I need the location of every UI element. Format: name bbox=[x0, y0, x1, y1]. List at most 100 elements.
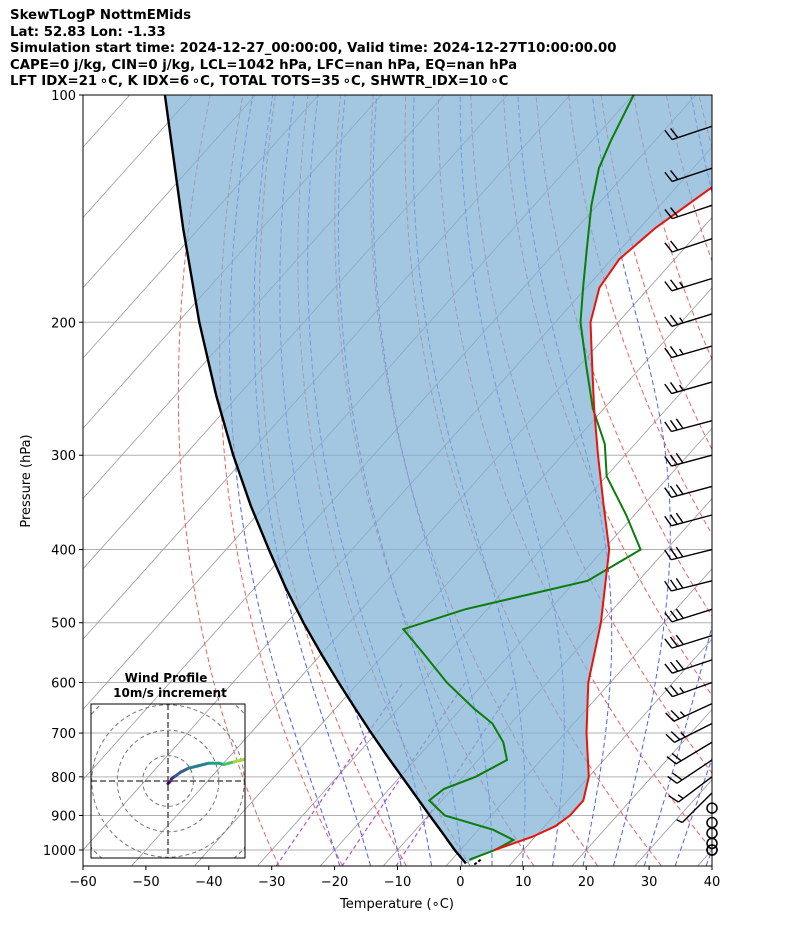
barb-flag bbox=[664, 638, 673, 649]
barb-flag bbox=[669, 610, 679, 621]
barb-staff bbox=[675, 741, 713, 765]
barb-flag bbox=[669, 345, 678, 357]
barb-half-flag bbox=[679, 317, 684, 324]
barb-staff bbox=[671, 313, 713, 327]
chart-title-block: SkewTLogP NottmEMids Lat: 52.83 Lon: -1.… bbox=[10, 8, 617, 91]
y-axis-ticks: 1000 900 800 700 600 500 400 300 200 100 bbox=[43, 89, 83, 859]
y-tick-label: 200 bbox=[51, 316, 76, 331]
barb-flag bbox=[668, 795, 679, 803]
barb-flag bbox=[669, 636, 679, 647]
wind-barb bbox=[664, 313, 713, 327]
cape-shaded-area bbox=[164, 95, 712, 864]
title-line-station: SkewTLogP NottmEMids bbox=[10, 8, 192, 23]
barb-staff bbox=[671, 659, 713, 674]
x-tick-label: 40 bbox=[704, 875, 721, 890]
title-line-indices: LFT IDX=21 ∘C, K IDX=6 ∘C, TOTAL TOTS=35… bbox=[10, 74, 509, 90]
wind-barb bbox=[664, 452, 713, 467]
x-tick-label: −60 bbox=[69, 875, 96, 890]
barb-staff bbox=[671, 238, 713, 253]
dry-adiabat bbox=[764, 95, 794, 866]
surface-parcel-marker bbox=[471, 858, 482, 866]
barb-half-flag bbox=[677, 794, 684, 800]
barb-flag bbox=[675, 512, 684, 524]
barb-staff bbox=[674, 722, 713, 743]
barb-staff bbox=[671, 277, 713, 292]
wind-barb bbox=[664, 381, 713, 395]
wind-barb bbox=[664, 204, 713, 220]
dry-adiabat bbox=[568, 95, 712, 536]
barb-staff bbox=[671, 381, 713, 395]
mixing-ratio-line bbox=[341, 682, 466, 866]
barb-flag bbox=[675, 546, 684, 558]
barb-staff bbox=[671, 548, 713, 561]
wind-barb bbox=[666, 741, 713, 765]
barb-staff bbox=[671, 125, 713, 141]
moist-adiabat bbox=[643, 95, 712, 866]
wind-barb bbox=[665, 722, 713, 743]
barb-flag bbox=[670, 685, 679, 696]
y-tick-label: 600 bbox=[51, 677, 76, 692]
hodograph-segment bbox=[196, 761, 211, 768]
barb-staff bbox=[671, 420, 713, 433]
barb-staff bbox=[672, 681, 713, 698]
barb-staff bbox=[677, 776, 713, 803]
wind-barb bbox=[664, 277, 713, 292]
wind-barb bbox=[664, 577, 713, 592]
isotherm bbox=[571, 708, 712, 866]
barb-flag bbox=[664, 663, 673, 674]
x-tick-label: −50 bbox=[132, 875, 159, 890]
barb-flag bbox=[669, 514, 678, 525]
dry-adiabat bbox=[698, 95, 712, 150]
x-tick-label: −20 bbox=[321, 875, 348, 890]
y-tick-label: 500 bbox=[51, 617, 76, 632]
x-tick-label: 20 bbox=[578, 875, 595, 890]
barb-flag bbox=[664, 129, 673, 140]
wind-barb bbox=[664, 345, 713, 359]
x-axis-ticks: −60 −50 −40 −30 −20 −10 0 10 20 30 40 bbox=[69, 866, 720, 890]
barb-flag bbox=[664, 580, 672, 592]
parcel-profile-line bbox=[163, 95, 467, 865]
hodograph-segment bbox=[257, 761, 262, 764]
wind-barb bbox=[664, 659, 713, 674]
wind-barb bbox=[665, 703, 713, 722]
wind-barb bbox=[668, 776, 713, 803]
dry-adiabat bbox=[177, 95, 280, 866]
barb-flag bbox=[670, 709, 680, 720]
barb-staff bbox=[671, 167, 713, 183]
title-line-cape: CAPE=0 j/kg, CIN=0 j/kg, LCL=1042 hPa, L… bbox=[10, 57, 518, 73]
wind-barb bbox=[676, 792, 713, 824]
title-line-location: Lat: 52.83 Lon: -1.33 bbox=[10, 24, 166, 40]
wind-barbs bbox=[664, 125, 718, 856]
barb-flag bbox=[664, 456, 672, 467]
barb-staff bbox=[671, 454, 713, 467]
barb-half-flag bbox=[679, 281, 684, 288]
barb-flag bbox=[675, 577, 684, 589]
barb-flag bbox=[664, 242, 673, 253]
barb-flag bbox=[664, 383, 673, 395]
barb-staff bbox=[676, 759, 713, 784]
barb-flag bbox=[669, 419, 678, 431]
cape-shading bbox=[164, 95, 712, 864]
barb-flag bbox=[664, 549, 672, 561]
barb-staff bbox=[671, 345, 713, 359]
barb-flag bbox=[670, 661, 679, 672]
wind-barb bbox=[664, 125, 713, 141]
dewpoint-line bbox=[401, 95, 642, 861]
x-tick-label: 30 bbox=[641, 875, 658, 890]
wind-barb bbox=[667, 759, 713, 784]
barb-flag bbox=[667, 775, 678, 784]
barb-flag bbox=[666, 755, 677, 765]
barb-staff bbox=[671, 514, 713, 527]
x-tick-label: 10 bbox=[515, 875, 532, 890]
barb-flag bbox=[675, 634, 684, 645]
title-line-times: Simulation start time: 2024-12-27_00:00:… bbox=[10, 41, 617, 57]
x-tick-label: −10 bbox=[384, 875, 411, 890]
barb-flag bbox=[675, 484, 684, 495]
wind-profile-inset: Wind Profile 10m/s increment bbox=[90, 671, 262, 859]
inset-frame bbox=[90, 703, 246, 859]
barb-flag bbox=[670, 240, 679, 251]
y-tick-label: 900 bbox=[51, 809, 76, 824]
barb-flag bbox=[675, 608, 684, 619]
barb-flag bbox=[669, 279, 679, 290]
